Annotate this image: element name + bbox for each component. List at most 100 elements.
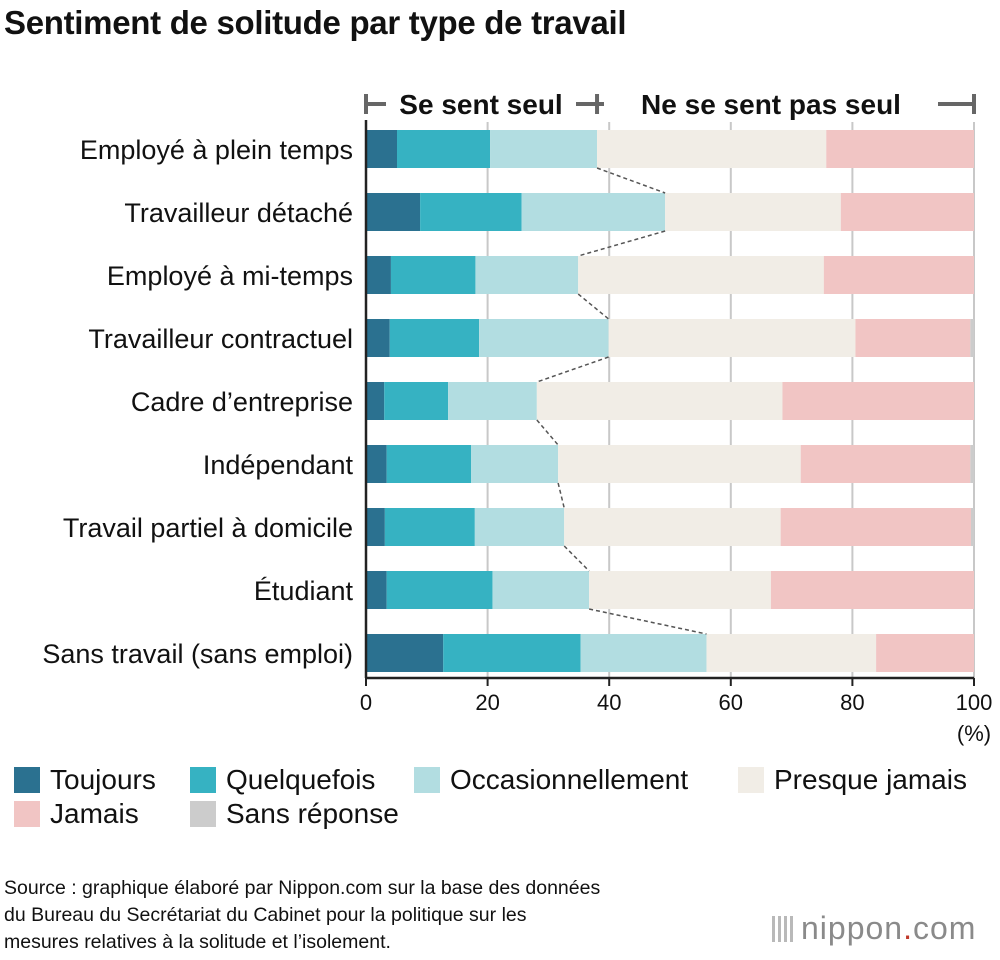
bar-segment xyxy=(840,193,974,231)
bar-segment xyxy=(780,508,971,546)
legend-swatch xyxy=(414,767,440,793)
bar-segment xyxy=(826,130,974,168)
divider-connector xyxy=(563,545,590,572)
bar-row xyxy=(366,319,974,357)
legend-swatch xyxy=(738,767,764,793)
legend-swatch xyxy=(14,767,40,793)
bar-row xyxy=(366,508,974,546)
bar-segment xyxy=(536,382,783,420)
category-label: Indépendant xyxy=(203,450,354,480)
bar-segment xyxy=(471,445,559,483)
legend-swatch xyxy=(190,767,216,793)
category-label: Travailleur détaché xyxy=(124,198,353,228)
legend-item: Presque jamais xyxy=(738,764,967,796)
bar-row xyxy=(366,382,974,420)
bar-segment xyxy=(589,571,771,609)
legend-item: Sans réponse xyxy=(190,798,399,830)
x-tick-label: 80 xyxy=(840,690,864,715)
legend-swatch xyxy=(190,801,216,827)
bar-segment xyxy=(521,193,666,231)
x-tick-label: 20 xyxy=(475,690,499,715)
bars xyxy=(366,130,974,672)
bar-segment xyxy=(420,193,522,231)
category-label: Travail partiel à domicile xyxy=(63,513,353,543)
logo-dot: . xyxy=(903,910,913,946)
divider-connector xyxy=(557,482,565,509)
group-bracket: Se sent seul Ne se sent pas seul xyxy=(364,88,976,120)
bar-segment xyxy=(580,634,707,672)
bar-segment xyxy=(608,319,856,357)
bar-row xyxy=(366,256,974,294)
bar-segment xyxy=(475,256,579,294)
category-labels: Employé à plein temps Travailleur détaché… xyxy=(42,135,353,669)
bar-segment xyxy=(492,571,590,609)
legend-label: Presque jamais xyxy=(774,764,967,795)
bar-segment xyxy=(366,130,398,168)
bar-row xyxy=(366,634,974,672)
legend-label: Jamais xyxy=(50,798,139,829)
bar-segment xyxy=(855,319,971,357)
bar-segment xyxy=(770,571,974,609)
source-note: Source : graphique élaboré par Nippon.co… xyxy=(4,877,601,953)
nippon-logo[interactable]: nippon.com xyxy=(772,910,976,947)
bar-segment xyxy=(970,508,974,546)
bracket-label-bg xyxy=(386,88,576,120)
group-label-lonely: Se sent seul xyxy=(399,89,562,120)
x-tick-label: 40 xyxy=(597,690,621,715)
bar-segment xyxy=(665,193,841,231)
bar-segment xyxy=(474,508,565,546)
category-label: Cadre d’entreprise xyxy=(131,387,353,417)
x-tick-label: 100 xyxy=(956,690,993,715)
bar-segment xyxy=(366,382,385,420)
bar-segment xyxy=(366,571,387,609)
bracket-label-bg xyxy=(604,88,938,120)
bar-segment xyxy=(366,508,385,546)
logo-suffix: com xyxy=(912,910,977,946)
legend-label: Occasionnellement xyxy=(450,764,689,795)
bar-segment xyxy=(390,256,476,294)
x-tick-label: 60 xyxy=(719,690,743,715)
bar-segment xyxy=(564,508,781,546)
logo-bars-icon xyxy=(772,915,793,942)
bar-segment xyxy=(366,319,390,357)
legend-item: Occasionnellement xyxy=(414,764,688,796)
bar-segment xyxy=(366,193,421,231)
x-axis: 0 20 40 60 80 100 (%) xyxy=(360,120,992,746)
category-label: Travailleur contractuel xyxy=(88,324,353,354)
bar-row xyxy=(366,193,974,231)
bar-segment xyxy=(578,256,824,294)
bar-segment xyxy=(366,256,391,294)
legend-item: Quelquefois xyxy=(190,764,375,796)
bar-row xyxy=(366,130,974,168)
stacked-bar-chart: Se sent seul Ne se sent pas seul Employé … xyxy=(42,88,992,746)
divider-connector xyxy=(588,608,707,635)
bar-segment xyxy=(479,319,609,357)
divider-connectors xyxy=(536,167,707,635)
bar-segment xyxy=(800,445,971,483)
legend-swatch xyxy=(14,801,40,827)
group-label-not-lonely: Ne se sent pas seul xyxy=(641,89,901,120)
bar-segment xyxy=(876,634,974,672)
divider-connector xyxy=(596,167,666,194)
category-label: Sans travail (sans emploi) xyxy=(42,639,353,669)
bar-segment xyxy=(389,319,480,357)
bar-segment xyxy=(448,382,537,420)
bar-segment xyxy=(558,445,801,483)
bar-segment xyxy=(490,130,598,168)
bar-segment xyxy=(970,445,974,483)
x-tick-label: 0 xyxy=(360,690,372,715)
bar-segment xyxy=(443,634,581,672)
chart-title: Sentiment de solitude par type de travai… xyxy=(4,4,627,41)
bar-segment xyxy=(366,634,444,672)
legend-label: Toujours xyxy=(50,764,156,795)
divider-connector xyxy=(536,419,559,446)
bar-segment xyxy=(597,130,827,168)
legend-item: Jamais xyxy=(14,798,139,830)
bar-segment xyxy=(384,382,449,420)
bar-segment xyxy=(782,382,974,420)
divider-connector xyxy=(536,356,609,383)
legend-label: Quelquefois xyxy=(226,764,376,795)
bar-row xyxy=(366,445,974,483)
divider-connector xyxy=(577,293,610,320)
logo-name: nippon xyxy=(801,910,904,946)
